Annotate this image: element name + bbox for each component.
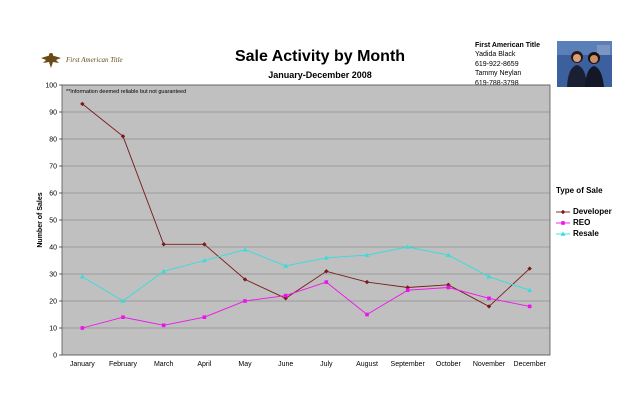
y-tick-label: 20 [49, 299, 57, 306]
data-point-resale [486, 274, 492, 279]
y-tick-label: 50 [49, 218, 57, 225]
data-point-reo [161, 323, 166, 328]
chart-title: Sale Activity by Month [234, 48, 406, 65]
series-resale [79, 244, 533, 303]
x-tick-label: January [70, 361, 95, 368]
legend-item-reo: REO [556, 217, 612, 228]
data-point-developer [364, 279, 370, 285]
legend-marker-resale [560, 231, 566, 236]
data-point-developer [324, 269, 329, 274]
agents-photo [557, 41, 612, 87]
x-tick-label: September [391, 361, 426, 368]
x-tick-label: August [356, 361, 378, 368]
data-point-reo [324, 280, 329, 284]
y-axis-label: Number of Sales [37, 192, 44, 247]
legend-title: Type of Sale [556, 186, 603, 195]
data-point-resale [120, 298, 126, 303]
x-tick-label: December [514, 361, 547, 368]
x-tick-label: July [320, 361, 333, 368]
legend-item-resale: Resale [556, 228, 612, 239]
data-point-resale [364, 252, 370, 257]
series-line-developer [82, 103, 530, 307]
y-tick-label: 60 [49, 191, 57, 198]
legend-swatch-resale [556, 231, 570, 236]
series-reo [80, 280, 532, 330]
contact-phone-1: 619-922-8659 [475, 60, 519, 68]
data-point-developer [80, 101, 85, 107]
data-point-developer [202, 242, 207, 247]
legend-swatch-reo [556, 220, 570, 225]
data-point-resale [79, 274, 85, 279]
data-point-resale [405, 244, 411, 249]
x-tick-label: June [278, 361, 293, 368]
chart-legend: Type of Sale Developer REO Resale [556, 186, 612, 239]
data-point-reo [405, 288, 410, 292]
data-point-resale [527, 287, 533, 292]
contact-company: First American Title [475, 42, 540, 49]
contact-block: First American Title Yadida Black 619-92… [475, 41, 540, 88]
y-tick-label: 0 [53, 353, 57, 360]
legend-swatch-developer [556, 209, 570, 214]
data-point-resale [161, 268, 167, 274]
data-point-developer [486, 304, 492, 309]
chart-subtitle: January-December 2008 [268, 70, 372, 80]
contact-name-1: Yadida Black [475, 51, 516, 59]
data-point-developer [161, 242, 166, 247]
y-tick-label: 10 [49, 326, 57, 333]
x-tick-label: May [238, 361, 252, 368]
data-point-reo [243, 299, 247, 303]
data-point-reo [80, 326, 85, 330]
data-point-reo [121, 315, 125, 319]
data-point-developer [527, 266, 532, 271]
x-tick-label: March [154, 361, 174, 368]
legend-marker-developer [560, 209, 566, 214]
eagle-icon [41, 53, 61, 68]
x-tick-label: October [436, 361, 462, 368]
data-point-reo [283, 293, 288, 298]
data-point-reo [487, 296, 491, 301]
data-point-resale [283, 263, 289, 268]
legend-label-reo: REO [573, 218, 591, 227]
x-tick-label: April [197, 361, 211, 368]
data-point-reo [527, 304, 532, 309]
x-tick-label: November [473, 361, 506, 368]
chart-note: **Information deemed reliable but not gu… [66, 89, 186, 95]
y-tick-label: 80 [49, 137, 57, 144]
data-point-resale [445, 252, 451, 257]
data-point-developer [120, 134, 126, 139]
data-point-reo [202, 315, 207, 319]
company-logo: First American Title [40, 48, 123, 72]
y-tick-label: 100 [45, 83, 57, 90]
legend-label-developer: Developer [573, 207, 612, 216]
contact-phone-2: 619-788-3798 [475, 79, 519, 87]
series-line-resale [82, 246, 530, 302]
series-line-reo [82, 281, 530, 329]
x-tick-label: February [109, 361, 138, 368]
y-tick-label: 30 [49, 272, 57, 279]
legend-label-resale: Resale [573, 229, 599, 238]
data-point-reo [365, 312, 369, 317]
legend-item-developer: Developer [556, 206, 612, 217]
data-point-reo [446, 285, 451, 290]
y-tick-label: 40 [49, 245, 57, 252]
y-tick-label: 70 [49, 164, 57, 171]
agents-photo-image [557, 41, 612, 87]
y-tick-label: 90 [49, 110, 57, 117]
contact-name-2: Tammy Neylan [475, 70, 522, 78]
logo-text: First American Title [66, 56, 123, 64]
data-point-resale [201, 258, 207, 263]
data-point-resale [242, 247, 248, 252]
data-point-resale [323, 255, 329, 260]
legend-marker-reo [561, 220, 565, 225]
data-point-developer [242, 277, 248, 282]
